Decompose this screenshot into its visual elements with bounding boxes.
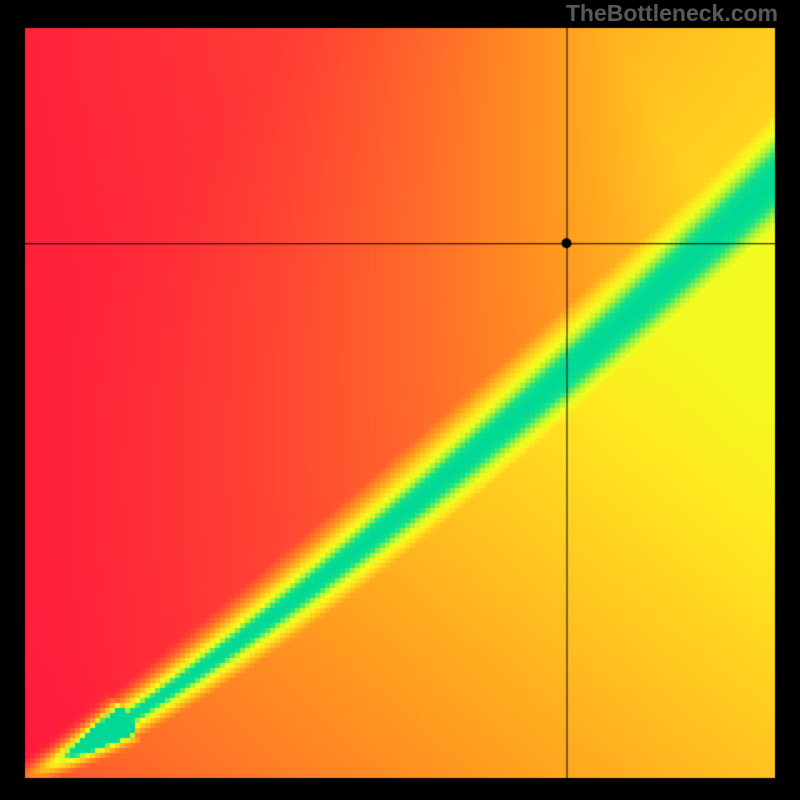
- bottleneck-heatmap: [0, 0, 800, 800]
- watermark-text: TheBottleneck.com: [566, 0, 778, 27]
- figure-container: TheBottleneck.com: [0, 0, 800, 800]
